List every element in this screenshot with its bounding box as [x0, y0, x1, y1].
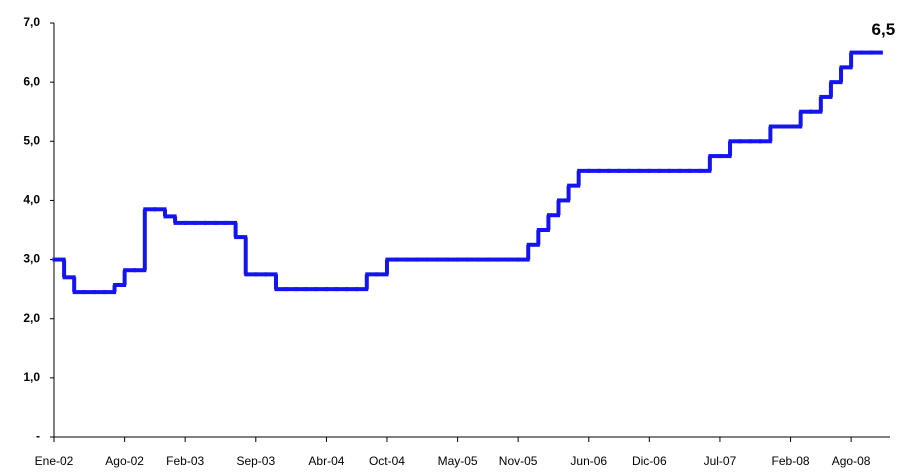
- x-tick-label: Ago-02: [105, 454, 144, 468]
- y-tick-label: 3,0: [23, 252, 40, 266]
- x-tick-label: Dic-06: [632, 454, 667, 468]
- x-tick-label: May-05: [438, 454, 478, 468]
- x-tick-label: Jun-06: [570, 454, 607, 468]
- x-tick-label: Ago-08: [832, 454, 871, 468]
- x-tick-label: Abr-04: [308, 454, 344, 468]
- y-tick-label: 5,0: [23, 133, 40, 147]
- x-tick-label: Nov-05: [499, 454, 538, 468]
- y-tick-label: 4,0: [23, 193, 40, 207]
- y-tick-label: 6,0: [23, 74, 40, 88]
- x-tick-label: Feb-08: [772, 454, 810, 468]
- x-tick-label: Jul-07: [704, 454, 737, 468]
- x-tick-label: Ene-02: [35, 454, 74, 468]
- value-label: 6,5: [872, 20, 896, 39]
- y-tick-label: 2,0: [23, 311, 40, 325]
- y-tick-label: -: [36, 429, 40, 443]
- x-tick-label: Sep-03: [236, 454, 275, 468]
- y-tick-label: 1,0: [23, 370, 40, 384]
- x-tick-label: Oct-04: [369, 454, 405, 468]
- x-tick-label: Feb-03: [166, 454, 204, 468]
- y-tick-label: 7,0: [23, 15, 40, 29]
